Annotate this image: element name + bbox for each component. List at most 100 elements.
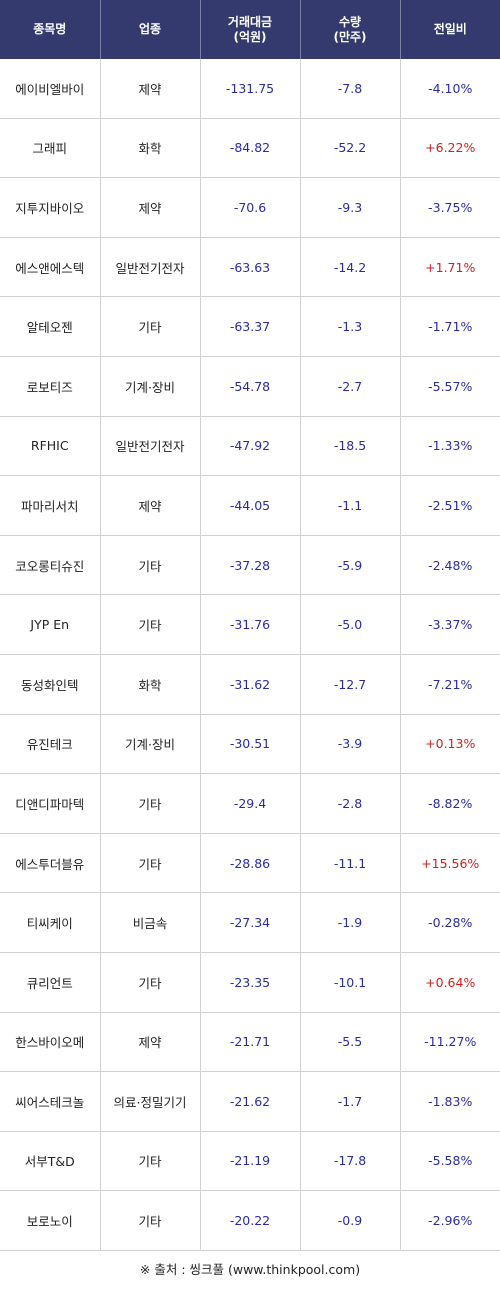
trade-amount: -63.37 xyxy=(200,296,301,357)
trade-volume: -0.9 xyxy=(300,1190,401,1251)
trade-volume: -7.8 xyxy=(300,59,401,119)
price-change: +15.56% xyxy=(400,833,500,894)
header-amount: 거래대금 (억원) xyxy=(200,0,301,59)
price-change: -1.83% xyxy=(400,1071,500,1132)
price-change: -4.10% xyxy=(400,59,500,119)
trade-amount: -29.4 xyxy=(200,773,301,834)
price-change: +0.13% xyxy=(400,714,500,775)
price-change: -5.57% xyxy=(400,356,500,417)
trade-amount: -28.86 xyxy=(200,833,301,894)
trade-amount: -63.63 xyxy=(200,237,301,298)
price-change: -3.37% xyxy=(400,594,500,655)
stock-name: 코오롱티슈진 xyxy=(0,535,101,596)
trade-amount: -21.71 xyxy=(200,1012,301,1073)
header-change: 전일비 xyxy=(400,0,500,59)
stock-sector: 제약 xyxy=(100,475,201,536)
price-change: -7.21% xyxy=(400,654,500,715)
price-change: -2.96% xyxy=(400,1190,500,1251)
stock-sector: 화학 xyxy=(100,654,201,715)
stock-sector: 기계·장비 xyxy=(100,714,201,775)
stock-name: 알테오젠 xyxy=(0,296,101,357)
stock-sector: 기타 xyxy=(100,833,201,894)
stock-sector: 기타 xyxy=(100,773,201,834)
trade-amount: -31.62 xyxy=(200,654,301,715)
stock-name: 큐리언트 xyxy=(0,952,101,1013)
table-row: 에스앤에스텍 일반전기전자 -63.63 -14.2 +1.71% xyxy=(0,237,500,298)
header-name: 종목명 xyxy=(0,0,101,59)
trade-volume: -1.7 xyxy=(300,1071,401,1132)
trade-volume: -3.9 xyxy=(300,714,401,775)
stock-name: 에이비엘바이 xyxy=(0,59,101,119)
price-change: -1.33% xyxy=(400,416,500,477)
stock-sector: 비금속 xyxy=(100,892,201,953)
table-row: JYP En 기타 -31.76 -5.0 -3.37% xyxy=(0,594,500,655)
stock-name: 티씨케이 xyxy=(0,892,101,953)
price-change: -11.27% xyxy=(400,1012,500,1073)
source-footer: ※ 출처 : 씽크풀 (www.thinkpool.com) xyxy=(139,1262,361,1277)
table-row: 큐리언트 기타 -23.35 -10.1 +0.64% xyxy=(0,952,500,1013)
stock-name: 동성화인텍 xyxy=(0,654,101,715)
trade-volume: -17.8 xyxy=(300,1131,401,1192)
stock-sector: 기타 xyxy=(100,1131,201,1192)
price-change: -0.28% xyxy=(400,892,500,953)
stock-sector: 일반전기전자 xyxy=(100,416,201,477)
stock-sector: 기타 xyxy=(100,1190,201,1251)
price-change: +6.22% xyxy=(400,118,500,179)
stock-sector: 제약 xyxy=(100,59,201,119)
trade-volume: -9.3 xyxy=(300,177,401,238)
stock-sector: 제약 xyxy=(100,177,201,238)
trade-amount: -70.6 xyxy=(200,177,301,238)
stock-sector: 기타 xyxy=(100,535,201,596)
trade-amount: -44.05 xyxy=(200,475,301,536)
stock-sector: 화학 xyxy=(100,118,201,179)
trade-volume: -14.2 xyxy=(300,237,401,298)
stock-name: 한스바이오메 xyxy=(0,1012,101,1073)
table-row: 보로노이 기타 -20.22 -0.9 -2.96% xyxy=(0,1190,500,1251)
table-row: 로보티즈 기계·장비 -54.78 -2.7 -5.57% xyxy=(0,356,500,417)
table-row: 에이비엘바이 제약 -131.75 -7.8 -4.10% xyxy=(0,59,500,119)
table-row: 에스투더블유 기타 -28.86 -11.1 +15.56% xyxy=(0,833,500,894)
table-row: 알테오젠 기타 -63.37 -1.3 -1.71% xyxy=(0,296,500,357)
header-sector: 업종 xyxy=(100,0,201,59)
price-change: +1.71% xyxy=(400,237,500,298)
price-change: -2.51% xyxy=(400,475,500,536)
stock-table: 종목명 업종 거래대금 (억원) 수량 (만주) 전일비 에이비엘바이 제약 -131.… xyxy=(0,0,500,1251)
trade-volume: -5.0 xyxy=(300,594,401,655)
header-volume: 수량 (만주) xyxy=(300,0,401,59)
stock-name: 서부T&D xyxy=(0,1131,101,1192)
stock-name: RFHIC xyxy=(0,416,101,477)
stock-name: 그래피 xyxy=(0,118,101,179)
trade-amount: -37.28 xyxy=(200,535,301,596)
trade-volume: -2.7 xyxy=(300,356,401,417)
trade-volume: -1.1 xyxy=(300,475,401,536)
stock-name: 보로노이 xyxy=(0,1190,101,1251)
stock-name: 씨어스테크놀 xyxy=(0,1071,101,1132)
trade-volume: -2.8 xyxy=(300,773,401,834)
table-row: 씨어스테크놀 의료·정밀기기 -21.62 -1.7 -1.83% xyxy=(0,1071,500,1132)
stock-sector: 제약 xyxy=(100,1012,201,1073)
table-header-row: 종목명 업종 거래대금 (억원) 수량 (만주) 전일비 xyxy=(0,0,500,59)
trade-amount: -27.34 xyxy=(200,892,301,953)
trade-amount: -20.22 xyxy=(200,1190,301,1251)
price-change: -3.75% xyxy=(400,177,500,238)
stock-name: 유진테크 xyxy=(0,714,101,775)
stock-sector: 일반전기전자 xyxy=(100,237,201,298)
stock-name: 파마리서치 xyxy=(0,475,101,536)
stock-name: 지투지바이오 xyxy=(0,177,101,238)
price-change: -2.48% xyxy=(400,535,500,596)
trade-amount: -30.51 xyxy=(200,714,301,775)
trade-volume: -10.1 xyxy=(300,952,401,1013)
stock-name: 에스투더블유 xyxy=(0,833,101,894)
trade-volume: -52.2 xyxy=(300,118,401,179)
trade-amount: -21.62 xyxy=(200,1071,301,1132)
table-row: 디앤디파마텍 기타 -29.4 -2.8 -8.82% xyxy=(0,773,500,834)
table-row: 한스바이오메 제약 -21.71 -5.5 -11.27% xyxy=(0,1012,500,1073)
stock-sector: 기타 xyxy=(100,952,201,1013)
trade-volume: -1.3 xyxy=(300,296,401,357)
stock-name: 에스앤에스텍 xyxy=(0,237,101,298)
trade-volume: -11.1 xyxy=(300,833,401,894)
stock-sector: 의료·정밀기기 xyxy=(100,1071,201,1132)
table-row: 파마리서치 제약 -44.05 -1.1 -2.51% xyxy=(0,475,500,536)
trade-amount: -21.19 xyxy=(200,1131,301,1192)
price-change: -8.82% xyxy=(400,773,500,834)
